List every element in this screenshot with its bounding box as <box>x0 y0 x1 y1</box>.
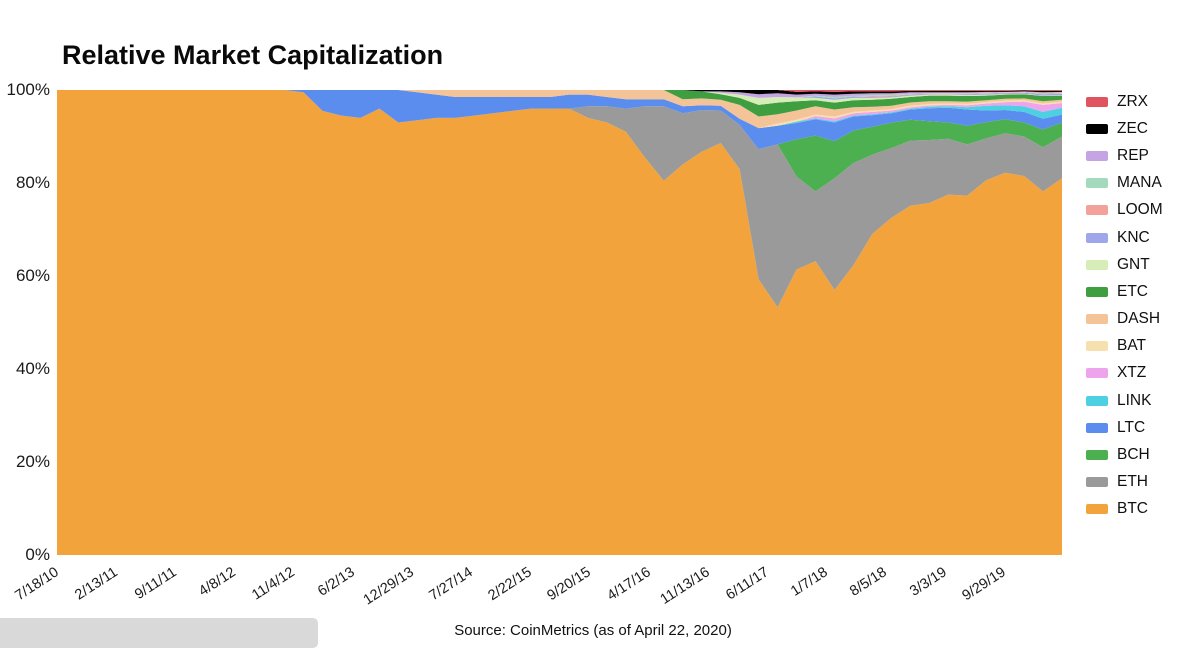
legend-item-link: LINK <box>1086 387 1163 414</box>
legend-swatch-etc <box>1086 286 1108 297</box>
area-zrx <box>57 90 1062 92</box>
legend-item-btc: BTC <box>1086 496 1163 523</box>
legend-item-ltc: LTC <box>1086 414 1163 441</box>
chart-title: Relative Market Capitalization <box>62 40 444 70</box>
legend-swatch-bat <box>1086 341 1108 352</box>
x-tick-label: 9/20/15 <box>544 564 595 605</box>
area-rep <box>57 90 1062 98</box>
legend-item-etc: ETC <box>1086 278 1163 305</box>
x-tick-label: 2/13/11 <box>72 564 121 604</box>
x-tick-label: 11/4/12 <box>249 564 299 604</box>
x-tick-label: 1/7/18 <box>788 564 831 600</box>
legend: ZRX ZEC REP MANA LOOM KNC GNT ETC DASH BAT XTZ LINK… <box>1086 88 1163 523</box>
area-xtz <box>57 90 1062 129</box>
legend-item-dash: DASH <box>1086 306 1163 333</box>
legend-swatch-zec <box>1086 123 1108 134</box>
y-tick-label-100: 100% <box>6 80 50 99</box>
area-mana <box>57 90 1062 99</box>
y-tick-label-40: 40% <box>15 359 50 378</box>
legend-item-xtz: XTZ <box>1086 360 1163 387</box>
x-tick-label: 3/3/19 <box>906 564 950 600</box>
area-bch <box>57 90 1062 192</box>
y-tick-label-20: 20% <box>15 452 50 471</box>
x-tick-label: 4/8/12 <box>196 564 239 600</box>
legend-label: GNT <box>1117 255 1150 273</box>
legend-label: DASH <box>1117 310 1161 328</box>
legend-label: ZEC <box>1117 119 1148 137</box>
x-tick-label: 6/11/17 <box>723 564 772 604</box>
area-ltc <box>57 90 1062 150</box>
legend-item-rep: REP <box>1086 142 1163 169</box>
x-tick-label: 7/27/14 <box>426 564 476 605</box>
x-axis: 7/18/10 2/13/11 9/11/11 4/8/12 11/4/12 6/2/13… <box>12 557 1062 619</box>
legend-label: ETH <box>1117 473 1148 491</box>
area-eth <box>57 90 1062 308</box>
legend-label: LTC <box>1117 418 1146 436</box>
legend-label: REP <box>1117 146 1149 164</box>
legend-swatch-loom <box>1086 205 1108 216</box>
legend-item-knc: KNC <box>1086 224 1163 251</box>
legend-swatch-btc <box>1086 504 1108 515</box>
legend-swatch-link <box>1086 395 1108 406</box>
bottom-overlay-bar <box>0 618 318 648</box>
legend-label: LINK <box>1117 391 1152 409</box>
legend-item-eth: ETH <box>1086 469 1163 496</box>
source-note: Source: CoinMetrics (as of April 22, 202… <box>454 622 732 639</box>
legend-item-zec: ZEC <box>1086 115 1163 142</box>
legend-label: BCH <box>1117 446 1150 464</box>
legend-label: KNC <box>1117 228 1150 246</box>
x-tick-label: 2/22/15 <box>485 564 535 605</box>
legend-swatch-ltc <box>1086 422 1108 433</box>
area-etc <box>57 90 1062 117</box>
legend-swatch-rep <box>1086 150 1108 161</box>
area-knc <box>57 90 1062 100</box>
area-dash <box>57 90 1062 129</box>
legend-label: ETC <box>1117 282 1148 300</box>
legend-swatch-bch <box>1086 450 1108 461</box>
legend-label: ZRX <box>1117 92 1148 110</box>
legend-item-bch: BCH <box>1086 441 1163 468</box>
x-tick-label: 11/13/16 <box>657 564 713 608</box>
y-tick-label-0: 0% <box>25 545 50 564</box>
x-tick-label: 9/29/19 <box>959 564 1009 605</box>
legend-label: LOOM <box>1117 201 1163 219</box>
x-tick-label: 7/18/10 <box>12 564 62 605</box>
legend-label: BAT <box>1117 337 1146 355</box>
x-tick-label: 12/29/13 <box>360 564 417 609</box>
x-tick-label: 4/17/16 <box>603 564 654 605</box>
legend-swatch-knc <box>1086 232 1108 243</box>
legend-swatch-eth <box>1086 477 1108 488</box>
stacked-area-plot <box>57 90 1062 555</box>
legend-label: BTC <box>1117 500 1148 518</box>
y-tick-label-80: 80% <box>15 173 50 192</box>
x-tick-label: 8/5/18 <box>847 564 891 600</box>
legend-item-gnt: GNT <box>1086 251 1163 278</box>
legend-swatch-dash <box>1086 314 1108 325</box>
x-tick-label: 6/2/13 <box>314 564 358 600</box>
area-btc <box>57 90 1062 555</box>
legend-label: MANA <box>1117 174 1162 192</box>
y-tick-label-60: 60% <box>15 266 50 285</box>
legend-swatch-zrx <box>1086 96 1108 107</box>
legend-item-bat: BAT <box>1086 333 1163 360</box>
legend-label: XTZ <box>1117 364 1147 382</box>
y-axis: 100% 80% 60% 40% 20% 0% <box>0 80 52 564</box>
legend-item-loom: LOOM <box>1086 197 1163 224</box>
legend-item-zrx: ZRX <box>1086 88 1163 115</box>
legend-swatch-mana <box>1086 178 1108 189</box>
legend-swatch-xtz <box>1086 368 1108 379</box>
x-tick-label: 9/11/11 <box>132 564 180 603</box>
area-zec <box>57 90 1062 95</box>
legend-item-mana: MANA <box>1086 170 1163 197</box>
legend-swatch-gnt <box>1086 259 1108 270</box>
